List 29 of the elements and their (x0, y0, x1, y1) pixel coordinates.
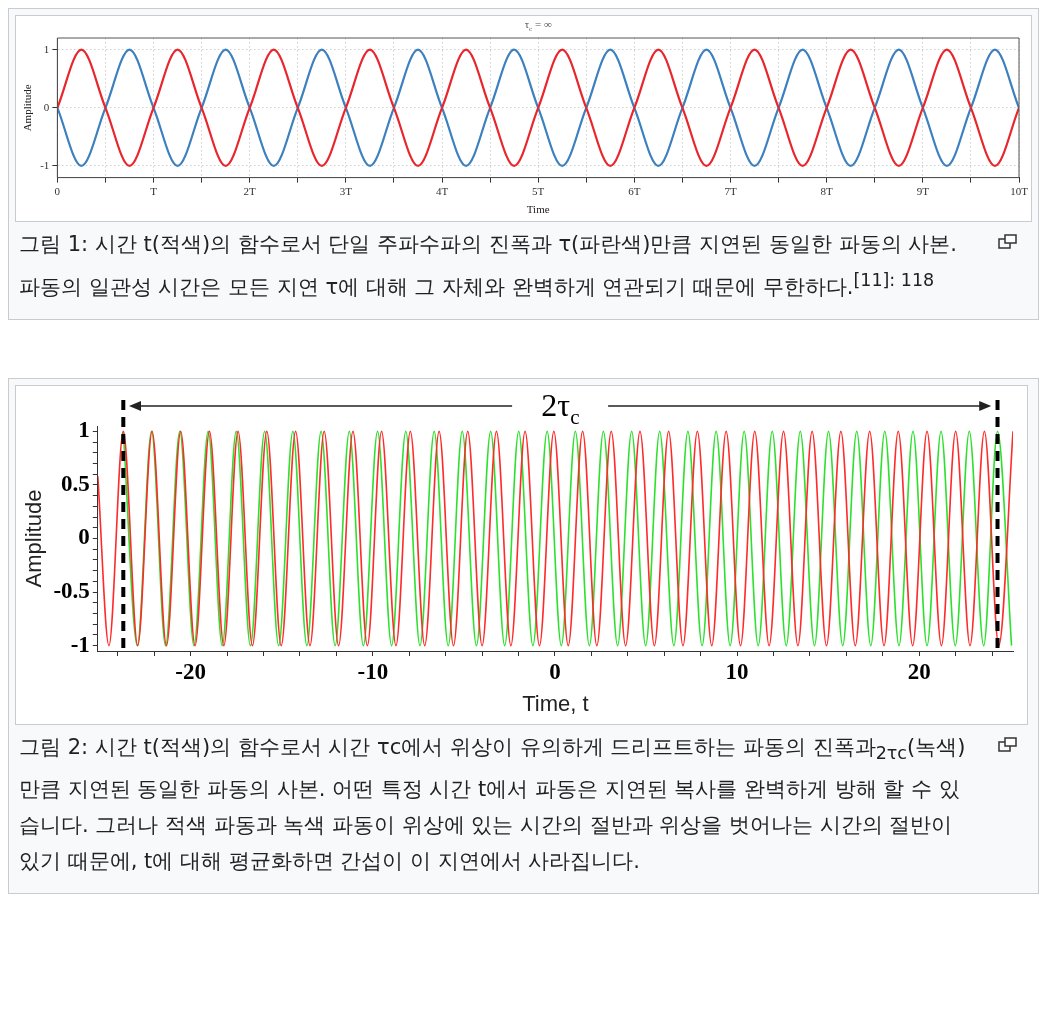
x-tick-label: 5T (532, 185, 545, 198)
y-tick-label: 1 (78, 417, 90, 443)
x-tick-label: 9T (916, 185, 930, 198)
x-axis-title: Time, t (522, 690, 589, 716)
x-tick-label: -20 (175, 658, 207, 684)
x-tick-label: 8T (820, 185, 834, 198)
x-tick-label: 7T (724, 185, 737, 198)
y-axis-title: Amplitude (21, 84, 34, 132)
y-tick-label: 0.5 (61, 470, 90, 496)
caption: 그림 1: 시간 t(적색)의 함수로서 단일 주파수파의 진폭과 τ(파란색)만큼 지연된 동일한 파동의 사본. 파동의 일관성 시간은 모든 지연 τ에 대해 그 자체와 완벽하게 연관되기 때문에 무한하다.$^{[11]: 118}$ (19, 232, 957, 299)
x-axis-title: Time (526, 203, 550, 216)
x-tick-label: T (150, 185, 158, 198)
y-tick-label: -1 (40, 158, 50, 171)
x-tick-label: 10T (1010, 185, 1029, 198)
y-tick-label: 0 (43, 100, 50, 113)
y-axis-title: Amplitude (21, 489, 47, 588)
y-tick-label: 0 (78, 524, 90, 550)
x-tick-label: 4T (435, 185, 449, 198)
caption: 그림 2: 시간 t(적색)의 함수로서 시간 τc에서 위상이 유의하게 드리프트하는 파동의 진폭과$_{2τc}$(녹색)만큼 지연된 동일한 파동의 사본. 어떤 특정 시간 t에서 파동은 지연된 복사를 완벽하게 방해 할 수 있습니다. 그러나 적색 파동과 녹색 파동이 위상에 있는 시간의 절반과 위상을 벗어나는 시간의 절반이 있기 때문에, t에 대해 평균화하면 간섭이 이 지연에서 사라집니다. (19, 735, 966, 874)
y-tick-label: -1 (70, 631, 90, 657)
x-tick-label: 3T (339, 185, 353, 198)
x-tick-label: 0 (549, 658, 561, 684)
x-tick-label: 20 (907, 658, 931, 684)
x-tick-label: 2T (243, 185, 257, 198)
x-tick-label: 6T (628, 185, 641, 198)
x-tick-label: 10 (725, 658, 749, 684)
y-tick-label: 1 (43, 42, 50, 55)
y-tick-label: -0.5 (53, 578, 90, 604)
x-tick-label: -10 (357, 658, 389, 684)
